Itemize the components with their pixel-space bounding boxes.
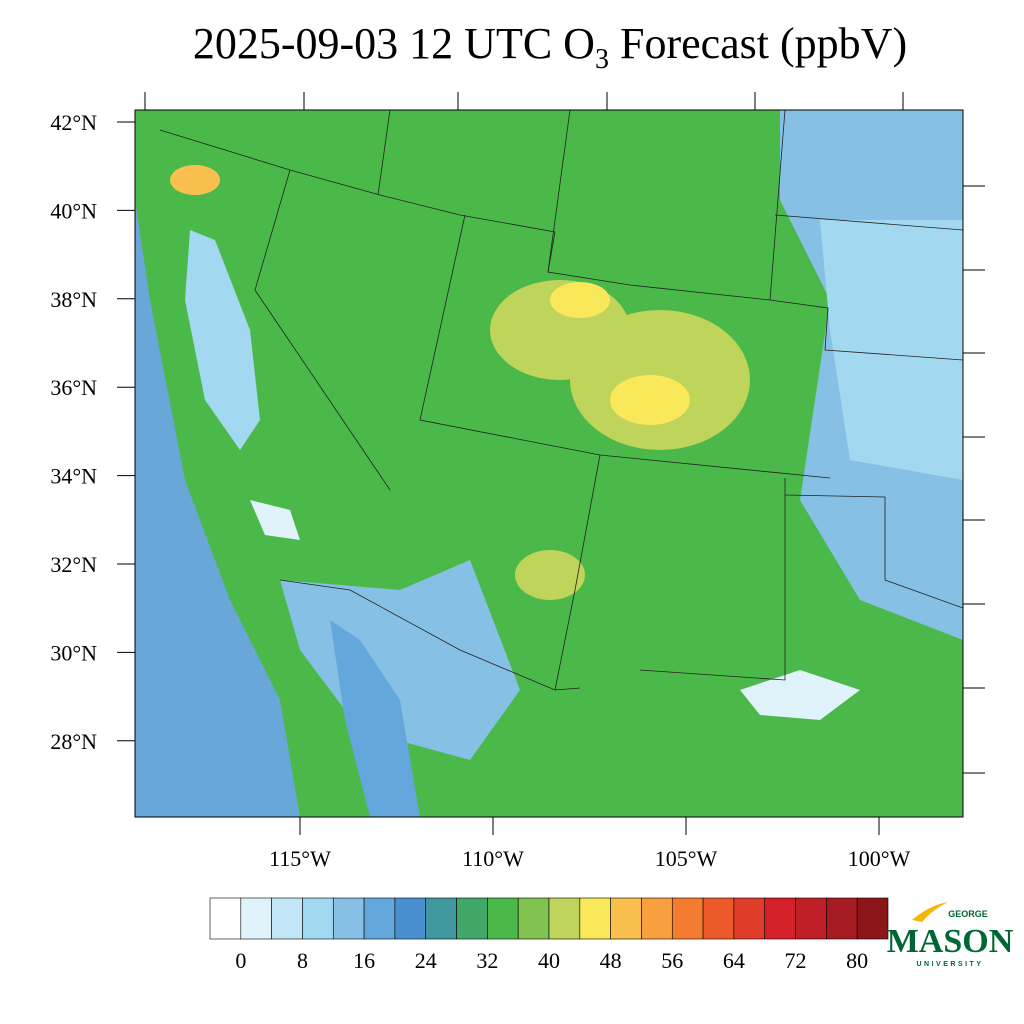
title-rest: Forecast (ppbV): [609, 19, 907, 68]
colorbar-box: [363, 897, 396, 940]
colorbar-label: 56: [661, 948, 683, 973]
colorbar-box: [517, 897, 550, 940]
colorbar-box: [332, 897, 365, 940]
lat-label: 42°N: [50, 110, 97, 135]
colorbar-label: 32: [476, 948, 498, 973]
colorbar-box: [548, 897, 581, 940]
colorbar-box: [425, 897, 457, 940]
colorbar-box: [671, 897, 704, 940]
logo-main: MASON: [887, 923, 1014, 960]
colorbar-label: 24: [415, 948, 437, 973]
colorbar-box: [240, 897, 272, 940]
colorbar-box: [579, 897, 611, 940]
colorbar-label: 16: [353, 948, 375, 973]
colorbar-label: 8: [297, 948, 308, 973]
logo-bottom: UNIVERSITY: [916, 961, 983, 968]
colorbar-box: [856, 897, 889, 940]
colorbar-label: 80: [846, 948, 868, 973]
colorbar-box: [702, 897, 735, 940]
colorbar-box: [209, 897, 242, 940]
colorbar-box: [733, 897, 766, 940]
colorbar-box: [826, 897, 858, 940]
colorbar-label: 0: [235, 948, 246, 973]
colorbar-box: [456, 897, 488, 940]
lon-label: 115°W: [269, 846, 331, 871]
lat-label: 38°N: [50, 287, 97, 312]
colorbar-label: 72: [785, 948, 807, 973]
title-subscript: 3: [595, 44, 609, 75]
colorbar-box: [394, 897, 427, 940]
colorbar-box: [641, 897, 673, 940]
lat-label: 34°N: [50, 464, 97, 489]
title-main: 2025-09-03 12 UTC O: [193, 19, 595, 68]
colorbar-box: [610, 897, 642, 940]
colorbar-box: [271, 897, 303, 940]
colorbar-label: 40: [538, 948, 560, 973]
colorbar-label: 64: [723, 948, 745, 973]
lon-label: 110°W: [462, 846, 524, 871]
lat-label: 32°N: [50, 552, 97, 577]
colorbar-box: [487, 897, 519, 940]
colorbar-label: 48: [600, 948, 622, 973]
colorbar: 0 8 16 24 32 40 48 56 64 72 80: [209, 897, 889, 973]
lat-label: 30°N: [50, 640, 97, 665]
colorbar-box: [764, 897, 796, 940]
colorbar-box: [795, 897, 827, 940]
lat-label: 28°N: [50, 729, 97, 754]
map: 42°N 40°N 38°N 36°N 34°N 32°N 30°N 28°N 115°W 110…: [50, 92, 985, 871]
colorbar-box: [302, 897, 334, 940]
logo: GEORGE MASON UNIVERSITY: [887, 902, 1014, 968]
lat-label: 40°N: [50, 198, 97, 223]
lon-label: 100°W: [848, 846, 911, 871]
title: 2025-09-03 12 UTC O3 Forecast (ppbV): [193, 19, 907, 75]
logo-top: GEORGE: [948, 909, 988, 919]
lat-label: 36°N: [50, 375, 97, 400]
lon-label: 105°W: [655, 846, 718, 871]
